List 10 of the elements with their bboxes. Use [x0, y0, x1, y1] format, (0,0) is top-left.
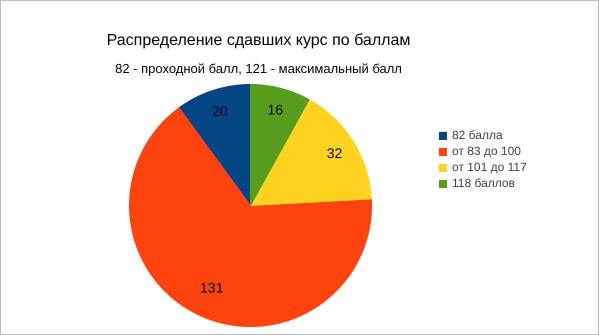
data-label: 16	[268, 101, 284, 118]
legend-label: от 83 до 100	[452, 144, 521, 158]
legend-label: от 101 до 117	[452, 160, 527, 174]
legend-label: 118 баллов	[452, 176, 515, 190]
chart-title: Распределение сдавших курс по баллам	[106, 32, 410, 49]
data-label: 131	[200, 280, 224, 296]
legend-label: 82 балла	[452, 128, 503, 142]
data-label: 32	[326, 144, 343, 161]
data-label: 20	[212, 103, 228, 120]
chart-subtitle: 82 - проходной балл, 121 - максимальный балл	[115, 61, 402, 76]
